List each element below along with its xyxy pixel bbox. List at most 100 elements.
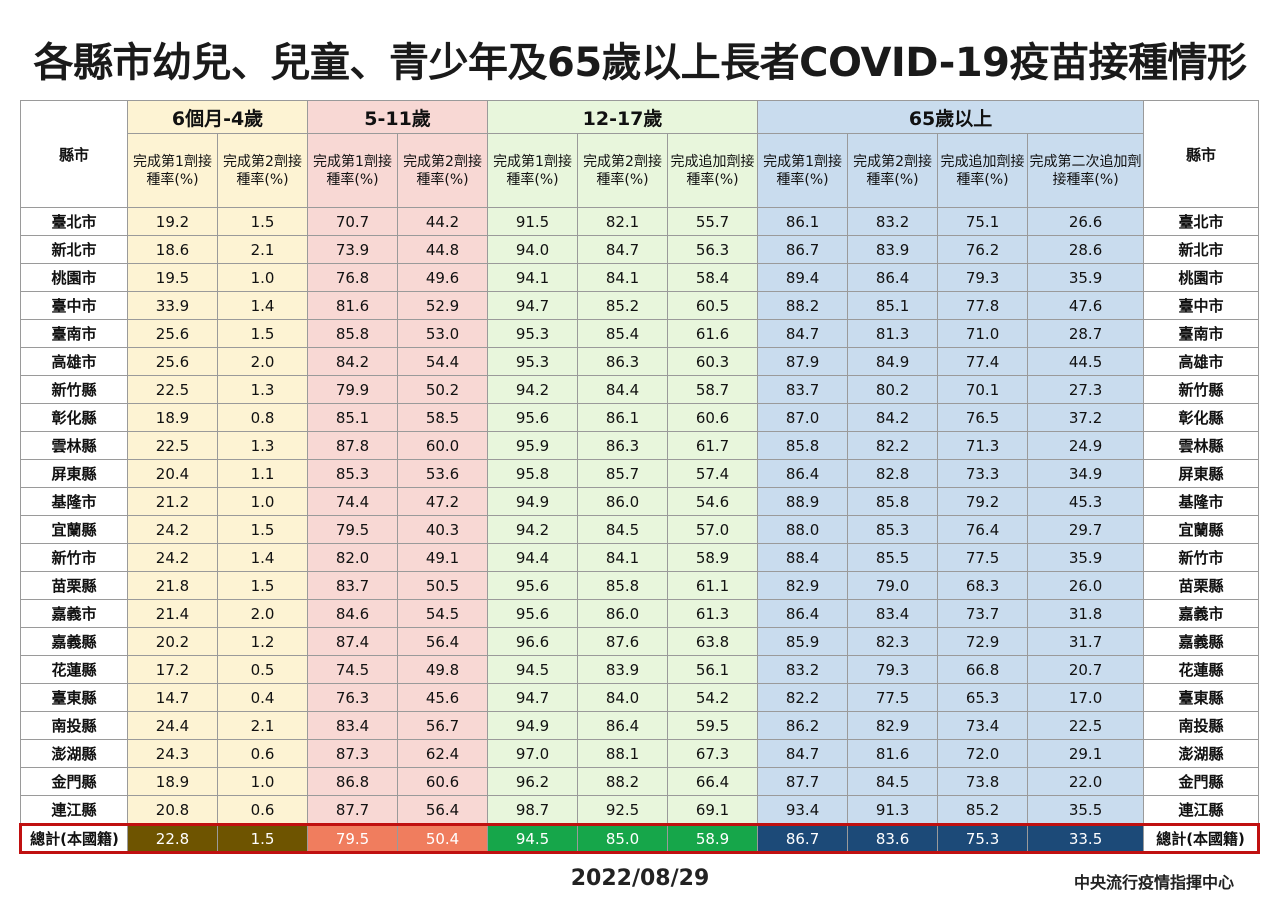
rate-cell: 95.6 bbox=[487, 403, 579, 432]
rate-cell: 21.2 bbox=[127, 487, 218, 516]
rate-cell: 85.5 bbox=[847, 543, 939, 572]
rate-cell: 83.7 bbox=[307, 571, 399, 600]
row-city-left: 金門縣 bbox=[20, 767, 128, 796]
table-row: 南投縣 24.4 2.1 83.4 56.7 94.9 86.4 59.5 86.2 82.9 73… bbox=[20, 711, 1260, 740]
sub-header: 完成第2劑接種率(%) bbox=[397, 133, 489, 208]
rate-cell: 72.9 bbox=[937, 627, 1029, 656]
rate-cell: 72.0 bbox=[937, 739, 1029, 768]
rate-cell: 73.7 bbox=[937, 599, 1029, 628]
rate-cell: 1.0 bbox=[216, 263, 309, 292]
report-date: 2022/08/29 bbox=[570, 866, 710, 891]
rate-cell: 82.3 bbox=[847, 627, 939, 656]
rate-cell: 1.5 bbox=[216, 571, 309, 600]
table-row: 臺中市 33.9 1.4 81.6 52.9 94.7 85.2 60.5 88.2 85.1 77… bbox=[20, 291, 1260, 320]
sub-header-row: 完成第1劑接種率(%) 完成第2劑接種率(%) 完成第1劑接種率(%) 完成第2… bbox=[21, 133, 1259, 208]
rate-cell: 76.8 bbox=[307, 263, 399, 292]
total-cell: 86.7 bbox=[757, 823, 849, 854]
rate-cell: 76.5 bbox=[937, 403, 1029, 432]
rate-cell: 70.1 bbox=[937, 375, 1029, 404]
row-city-right: 新竹市 bbox=[1143, 543, 1260, 572]
rate-cell: 82.9 bbox=[757, 571, 849, 600]
rate-cell: 18.9 bbox=[127, 767, 218, 796]
rate-cell: 65.3 bbox=[937, 683, 1029, 712]
sub-header: 完成第1劑接種率(%) bbox=[307, 133, 399, 208]
rate-cell: 83.2 bbox=[757, 655, 849, 684]
rate-cell: 98.7 bbox=[487, 795, 579, 825]
rate-cell: 60.3 bbox=[667, 347, 759, 376]
organization-name: 中央流行疫情指揮中心 bbox=[1073, 873, 1234, 892]
rate-cell: 85.3 bbox=[307, 459, 399, 488]
rate-cell: 85.8 bbox=[847, 487, 939, 516]
table-row: 高雄市 25.6 2.0 84.2 54.4 95.3 86.3 60.3 87.9 84.9 77… bbox=[20, 347, 1260, 376]
rate-cell: 60.0 bbox=[397, 431, 489, 460]
rate-cell: 94.1 bbox=[487, 263, 579, 292]
sub-header: 完成第1劑接種率(%) bbox=[487, 133, 579, 208]
row-city-right: 臺東縣 bbox=[1143, 683, 1260, 712]
rate-cell: 94.9 bbox=[487, 487, 579, 516]
rate-cell: 84.2 bbox=[847, 403, 939, 432]
rate-cell: 14.7 bbox=[127, 683, 218, 712]
row-city-left: 桃園市 bbox=[20, 263, 128, 292]
rate-cell: 95.6 bbox=[487, 571, 579, 600]
rate-cell: 86.8 bbox=[307, 767, 399, 796]
rate-cell: 44.5 bbox=[1027, 347, 1145, 376]
rate-cell: 74.5 bbox=[307, 655, 399, 684]
row-city-left: 屏東縣 bbox=[20, 459, 128, 488]
row-city-right: 彰化縣 bbox=[1143, 403, 1260, 432]
rate-cell: 69.1 bbox=[667, 795, 759, 825]
rate-cell: 20.2 bbox=[127, 627, 218, 656]
table-row: 彰化縣 18.9 0.8 85.1 58.5 95.6 86.1 60.6 87.0 84.2 76… bbox=[20, 403, 1260, 432]
rate-cell: 19.2 bbox=[127, 207, 218, 236]
group-header-12-17: 12-17歲 bbox=[487, 100, 759, 134]
sub-header: 完成第二次追加劑接種率(%) bbox=[1027, 133, 1145, 208]
row-city-right: 嘉義縣 bbox=[1143, 627, 1260, 656]
rate-cell: 84.5 bbox=[577, 515, 669, 544]
rate-cell: 88.4 bbox=[757, 543, 849, 572]
table-row: 金門縣 18.9 1.0 86.8 60.6 96.2 88.2 66.4 87.7 84.5 73… bbox=[20, 767, 1260, 796]
rate-cell: 73.8 bbox=[937, 767, 1029, 796]
rate-cell: 86.0 bbox=[577, 599, 669, 628]
row-city-left: 新北市 bbox=[20, 235, 128, 264]
rate-cell: 1.2 bbox=[216, 627, 309, 656]
rate-cell: 82.9 bbox=[847, 711, 939, 740]
rate-cell: 79.9 bbox=[307, 375, 399, 404]
rate-cell: 45.6 bbox=[397, 683, 489, 712]
rate-cell: 86.4 bbox=[757, 599, 849, 628]
rate-cell: 49.6 bbox=[397, 263, 489, 292]
rate-cell: 34.9 bbox=[1027, 459, 1145, 488]
rate-cell: 94.4 bbox=[487, 543, 579, 572]
rate-cell: 26.6 bbox=[1027, 207, 1145, 236]
rate-cell: 94.7 bbox=[487, 683, 579, 712]
row-city-right: 南投縣 bbox=[1143, 711, 1260, 740]
rate-cell: 73.9 bbox=[307, 235, 399, 264]
total-cell: 50.4 bbox=[397, 823, 489, 854]
rate-cell: 40.3 bbox=[397, 515, 489, 544]
rate-cell: 20.4 bbox=[127, 459, 218, 488]
rate-cell: 54.5 bbox=[397, 599, 489, 628]
rate-cell: 20.8 bbox=[127, 795, 218, 825]
table-row: 屏東縣 20.4 1.1 85.3 53.6 95.8 85.7 57.4 86.4 82.8 73… bbox=[20, 459, 1260, 488]
row-city-left: 連江縣 bbox=[20, 795, 128, 825]
rate-cell: 94.5 bbox=[487, 655, 579, 684]
rate-cell: 87.3 bbox=[307, 739, 399, 768]
rate-cell: 54.4 bbox=[397, 347, 489, 376]
rate-cell: 83.9 bbox=[577, 655, 669, 684]
rate-cell: 2.0 bbox=[216, 347, 309, 376]
rate-cell: 88.0 bbox=[757, 515, 849, 544]
total-cell: 79.5 bbox=[307, 823, 399, 854]
rate-cell: 59.5 bbox=[667, 711, 759, 740]
table-row: 澎湖縣 24.3 0.6 87.3 62.4 97.0 88.1 67.3 84.7 81.6 72… bbox=[20, 739, 1260, 768]
row-city-right: 高雄市 bbox=[1143, 347, 1260, 376]
row-city-right: 屏東縣 bbox=[1143, 459, 1260, 488]
rate-cell: 29.1 bbox=[1027, 739, 1145, 768]
rate-cell: 82.2 bbox=[757, 683, 849, 712]
rate-cell: 49.8 bbox=[397, 655, 489, 684]
rate-cell: 84.1 bbox=[577, 543, 669, 572]
table-row: 雲林縣 22.5 1.3 87.8 60.0 95.9 86.3 61.7 85.8 82.2 71… bbox=[20, 431, 1260, 460]
rate-cell: 50.5 bbox=[397, 571, 489, 600]
rate-cell: 35.5 bbox=[1027, 795, 1145, 825]
table-body: 臺北市 19.2 1.5 70.7 44.2 91.5 82.1 55.7 86.1 83.2 75… bbox=[19, 207, 1261, 854]
rate-cell: 93.4 bbox=[757, 795, 849, 825]
rate-cell: 53.0 bbox=[397, 319, 489, 348]
rate-cell: 76.4 bbox=[937, 515, 1029, 544]
